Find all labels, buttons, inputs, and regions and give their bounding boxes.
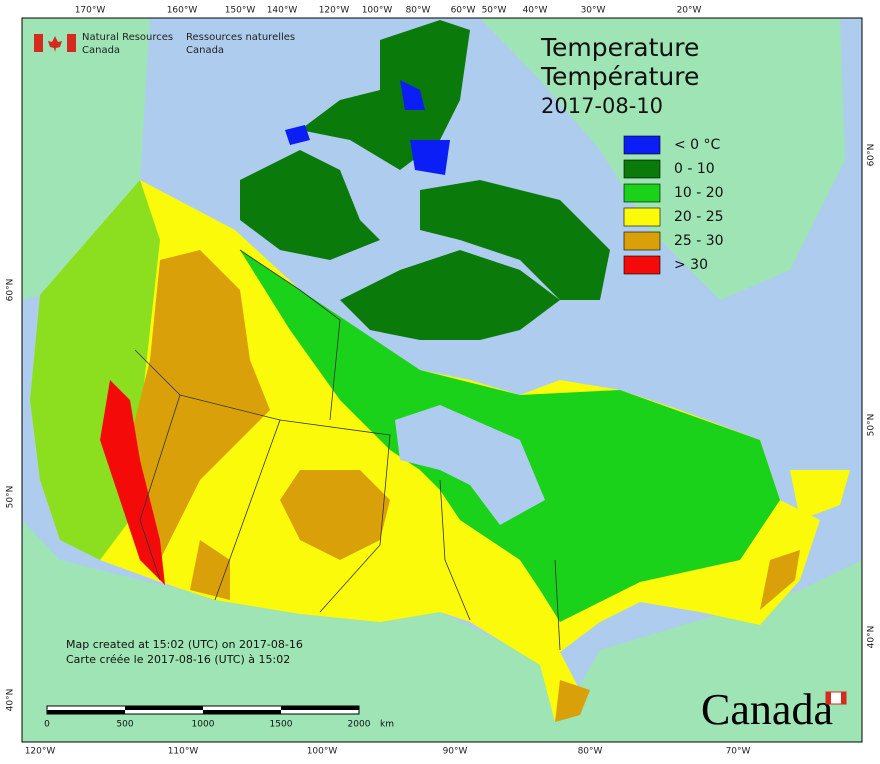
legend-swatch: [623, 207, 661, 227]
graticule-label: 70°W: [726, 747, 751, 757]
boundary-line: [279, 419, 391, 613]
dynamic-layer: Natural Resources Canada Ressources nature…: [6, 6, 877, 757]
scale-unit: km: [380, 720, 394, 730]
graticule-label: 40°N: [6, 689, 16, 712]
legend-label: > 30: [674, 257, 708, 273]
graticule-label: 90°W: [443, 747, 468, 757]
logo-text-fr: Canada: [186, 45, 224, 56]
graticule-label: 50°N: [867, 414, 877, 437]
legend-label: 20 - 25: [674, 209, 724, 225]
scale-bar: [46, 705, 360, 715]
ontario-hot-zone: [555, 680, 590, 722]
title-line: Temperature: [540, 33, 699, 62]
graticule-label: 20°W: [677, 6, 702, 16]
legend-swatch: [623, 135, 661, 155]
legend-swatch: [623, 159, 661, 179]
graticule-label: 60°N: [867, 144, 877, 167]
graticule-label: 60°W: [451, 6, 476, 16]
scale-label: 500: [116, 720, 133, 730]
ice-cap: [400, 80, 425, 110]
flag-bar: [67, 34, 76, 52]
scale-label: 1000: [192, 720, 215, 730]
scale-segment: [47, 710, 125, 714]
footnote: Carte créée le 2017-08-16 (UTC) à 15:02: [66, 653, 290, 666]
legend-label: < 0 °C: [674, 137, 721, 153]
graticule-label: 140°W: [267, 6, 298, 16]
title-line: Température: [540, 62, 699, 91]
logo-text-en: Canada: [82, 45, 120, 56]
arctic-island: [240, 150, 380, 260]
maple-leaf: [48, 36, 62, 52]
logo: [34, 34, 76, 52]
boundary-line: [439, 479, 471, 621]
graticule-label: 40°W: [523, 6, 548, 16]
graticule-label: 100°W: [307, 747, 338, 757]
graticule-label: 100°W: [362, 6, 393, 16]
scale-segment: [281, 706, 359, 710]
maritimes-hot-zone: [760, 550, 800, 610]
title-line: 2017-08-10: [541, 94, 663, 118]
graticule-label: 160°W: [167, 6, 198, 16]
wordmark-flag-bar: [841, 692, 846, 704]
graticule-label: 40°N: [867, 626, 877, 649]
ice-cap-3: [285, 125, 310, 145]
map-frame: [21, 17, 863, 743]
scale-label: 1500: [270, 720, 293, 730]
scale-label: 2000: [348, 720, 371, 730]
newfoundland: [790, 470, 850, 520]
graticule-label: 120°W: [25, 747, 56, 757]
logo-text-en: Natural Resources: [82, 32, 173, 43]
graticule-label: 110°W: [168, 747, 199, 757]
graticule-label: 170°W: [75, 6, 106, 16]
legend-swatch: [623, 231, 661, 251]
map-area: [22, 18, 862, 742]
graticule-label: 50°N: [6, 486, 16, 509]
boundary-line: [134, 349, 181, 581]
wordmark: Canada: [701, 685, 833, 734]
graticule-label: 120°W: [319, 6, 350, 16]
boundaries: [134, 249, 561, 651]
boundary-line: [239, 249, 341, 421]
greenland: [480, 18, 845, 300]
prairie-hot-zone: [130, 250, 270, 560]
arctic-mainland: [340, 250, 560, 340]
wordmark-flag-bar: [826, 692, 831, 704]
ice-cap-2: [410, 140, 450, 175]
rockies-hot-zone: [100, 380, 165, 585]
graticule-label: 150°W: [225, 6, 256, 16]
legend-label: 25 - 30: [674, 233, 724, 249]
legend-label: 0 - 10: [674, 161, 715, 177]
graticule-label: 80°W: [578, 747, 603, 757]
united-states: [22, 520, 862, 742]
logo-text-fr: Ressources naturelles: [186, 32, 295, 43]
graticule-label: 80°W: [406, 6, 431, 16]
legend-swatch: [623, 183, 661, 203]
hudson-bay: [395, 405, 545, 525]
baffin-island: [420, 180, 610, 300]
flag-bar: [34, 34, 43, 52]
graticule-label: 50°W: [482, 6, 507, 16]
scale-segment: [125, 706, 203, 710]
ellesmere-island: [300, 20, 470, 170]
boundary-line: [554, 559, 561, 651]
prairie-hot-zone-2: [280, 470, 390, 560]
legend-label: 10 - 20: [674, 185, 724, 201]
graticule-label: 30°W: [581, 6, 606, 16]
legend-swatch: [623, 255, 661, 275]
alaska: [22, 18, 150, 300]
scale-segment: [203, 710, 281, 714]
graticule-label: 60°N: [6, 279, 16, 302]
footnote: Map created at 15:02 (UTC) on 2017-08-16: [66, 638, 303, 651]
scale-label: 0: [44, 720, 50, 730]
